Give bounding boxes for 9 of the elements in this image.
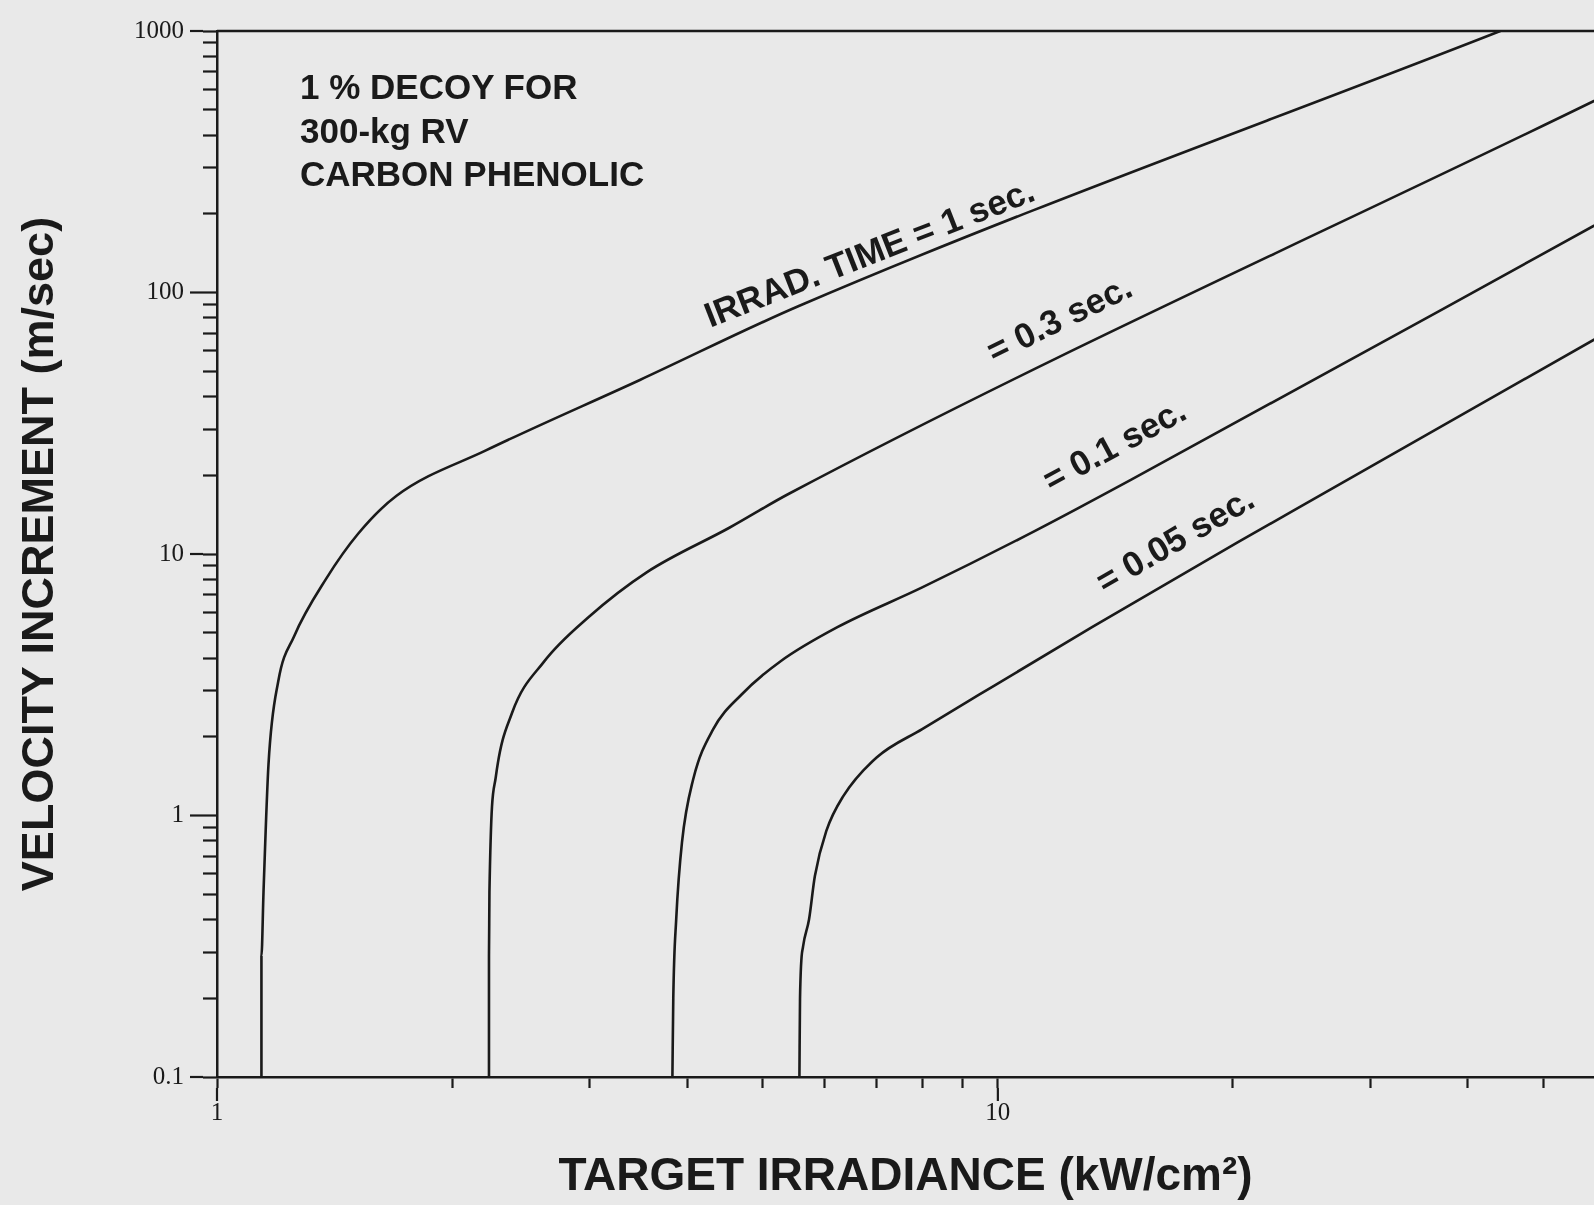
y-tick-label: 1 [171, 800, 184, 828]
y-tick-label: 10 [159, 538, 184, 566]
x-axis-title: TARGET IRRADIANCE (kW/cm²) [558, 1148, 1253, 1201]
y-axis-title: VELOCITY INCREMENT (m/sec) [12, 216, 64, 892]
text: = 0.3 sec. [980, 266, 1138, 370]
y-tick-label: 100 [146, 277, 184, 305]
annotation: 1 % DECOY FOR 300-kg RV CARBON PHENOLIC [300, 67, 645, 193]
y-tick-label: 0.1 [152, 1061, 184, 1089]
y-tick-label: 1000 [134, 15, 184, 43]
